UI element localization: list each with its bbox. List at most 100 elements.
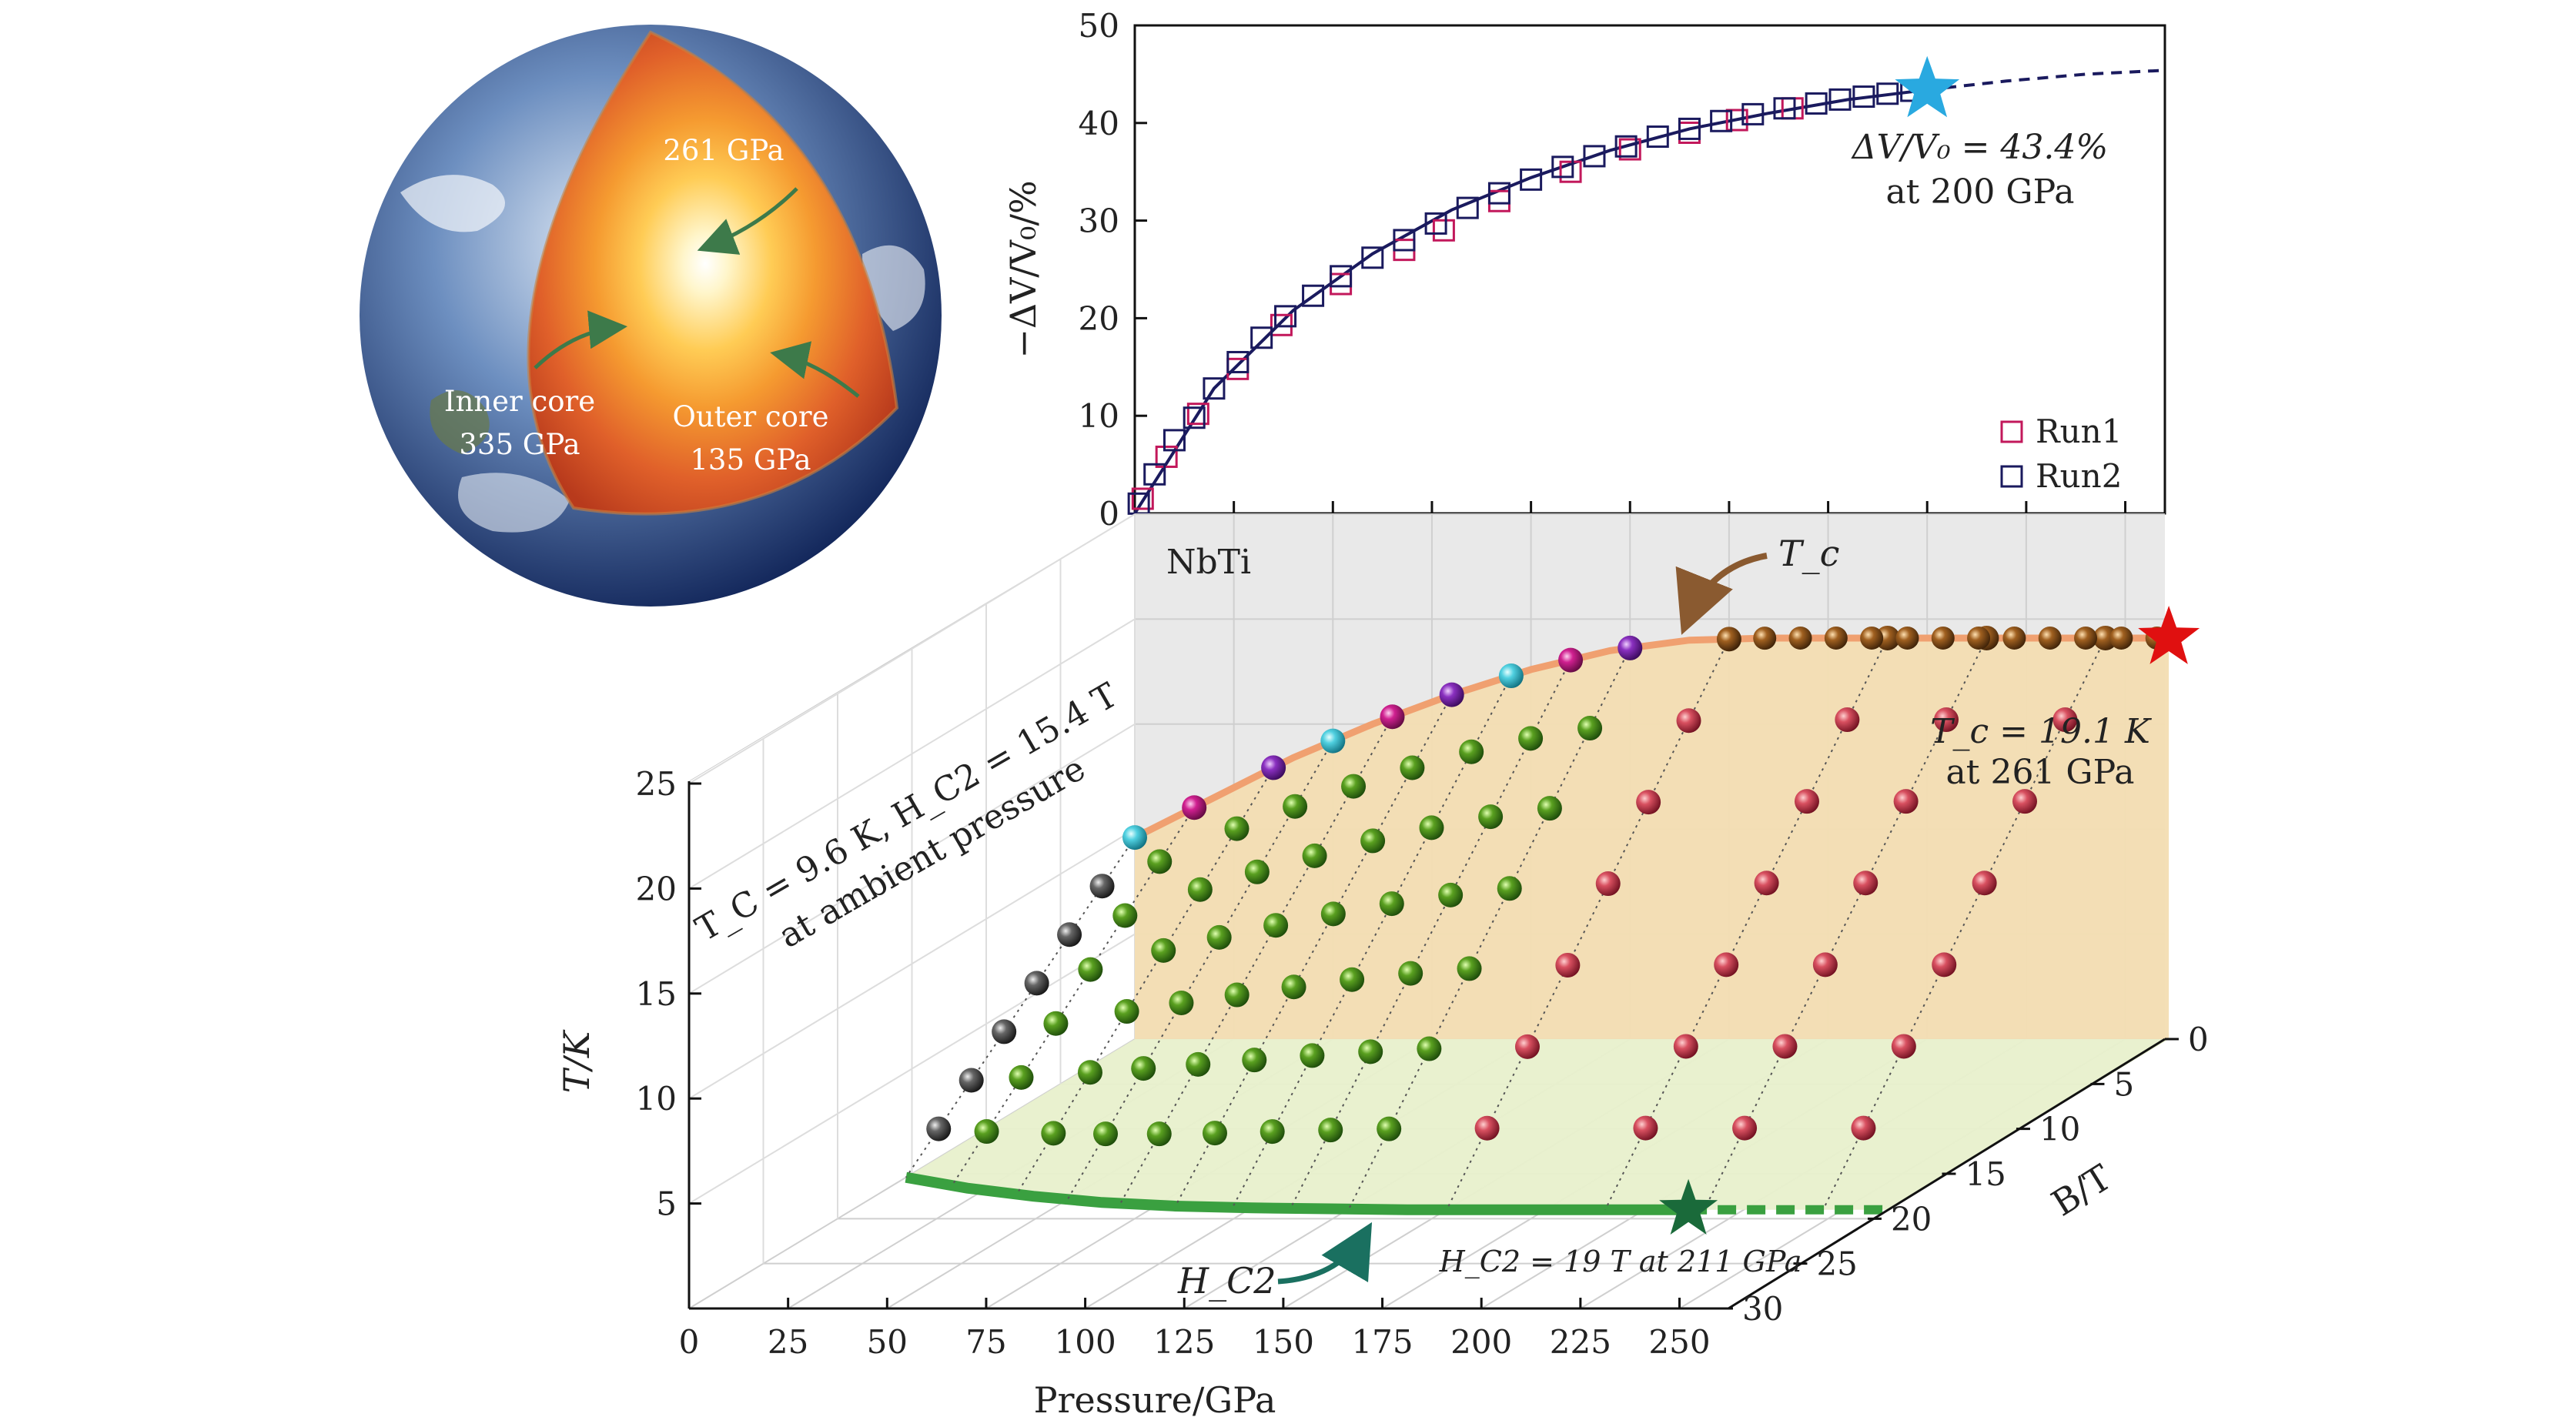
globe-label-outer-pressure: 135 GPa bbox=[690, 443, 811, 476]
hc2-tc-connector bbox=[1066, 740, 1334, 1200]
measurement-sphere bbox=[1340, 967, 1365, 992]
run2-point bbox=[1551, 155, 1574, 179]
phase-3d-chart: 0 25 50 75 100 125 150 175 200 225 250 0 5 10 15 20 25 30… bbox=[556, 513, 2209, 1417]
tc-max-star bbox=[2138, 606, 2200, 664]
measurement-sphere bbox=[1358, 1039, 1383, 1064]
z-axis-tick-label: 25 bbox=[636, 765, 677, 803]
run2-point bbox=[1773, 97, 1796, 120]
run2-point bbox=[1183, 406, 1206, 429]
run2-point bbox=[1583, 145, 1606, 168]
measurement-sphere bbox=[1146, 1121, 1172, 1147]
measurement-sphere bbox=[1555, 952, 1581, 978]
globe-arrow-center bbox=[697, 187, 798, 255]
run1-point bbox=[1725, 109, 1748, 132]
volume-y-tick-label: 40 bbox=[1079, 105, 1119, 142]
volume-annotation-line1: ΔV/V₀ = 43.4% bbox=[1851, 128, 2108, 167]
run2-point bbox=[1646, 125, 1669, 149]
measurement-sphere bbox=[1772, 1034, 1798, 1059]
measurement-sphere bbox=[1283, 794, 1308, 819]
volume-y-tick-label: 50 bbox=[1079, 7, 1119, 45]
tc-wall-fill bbox=[1135, 638, 2170, 1039]
run2-point bbox=[1330, 265, 1353, 288]
side-grid-line bbox=[688, 513, 1136, 784]
legend-run1-marker bbox=[2000, 420, 2023, 443]
measurement-sphere bbox=[1514, 1034, 1540, 1059]
tc-sphere bbox=[1788, 626, 1812, 650]
z-axis-tick-label: 5 bbox=[656, 1185, 677, 1223]
earth-cloud bbox=[400, 175, 505, 232]
run2-point bbox=[1741, 102, 1765, 125]
x-axis-tick-label: 100 bbox=[1055, 1323, 1116, 1361]
y-axis-tick-label: 10 bbox=[2039, 1111, 2080, 1148]
run2-point bbox=[1203, 377, 1226, 400]
measurement-sphere bbox=[1474, 1115, 1500, 1141]
measurement-sphere bbox=[1077, 1060, 1102, 1085]
measurement-sphere bbox=[1676, 708, 1701, 734]
tc-sphere bbox=[1320, 728, 1346, 754]
measurement-sphere bbox=[1377, 1116, 1402, 1141]
measurement-sphere bbox=[1398, 961, 1423, 986]
tc-sphere bbox=[2002, 626, 2026, 650]
measurement-sphere bbox=[1379, 891, 1404, 917]
y-axis-tick-label: 15 bbox=[1965, 1155, 2006, 1193]
run1-point bbox=[1270, 313, 1293, 336]
measurement-sphere bbox=[1057, 922, 1082, 947]
measurement-sphere bbox=[1812, 952, 1838, 978]
measurement-sphere bbox=[1242, 1048, 1267, 1073]
run1-point bbox=[1186, 403, 1209, 426]
measurement-sphere bbox=[1794, 789, 1819, 814]
tc-sphere bbox=[2074, 626, 2098, 650]
run1-point bbox=[1618, 138, 1641, 161]
measurement-sphere bbox=[1851, 1115, 1876, 1141]
y-axis-tick-label: 5 bbox=[2113, 1065, 2134, 1103]
earth-cutaway bbox=[528, 32, 897, 514]
measurement-sphere bbox=[1853, 871, 1878, 896]
measurement-sphere bbox=[1459, 739, 1484, 764]
globe-label-inner: Inner core bbox=[444, 385, 595, 418]
hc2-value-annotation: H_C2 = 19 T at 211 GPa bbox=[1439, 1245, 1802, 1279]
run2-point bbox=[1226, 350, 1250, 373]
chart-title-nbti: NbTi bbox=[1166, 543, 1251, 582]
z-axis-label: T/K bbox=[556, 1029, 597, 1093]
run2-point bbox=[1876, 82, 1899, 105]
measurement-sphere bbox=[1043, 1011, 1069, 1036]
run2-point bbox=[1852, 85, 1875, 109]
x-axis-tick-label: 0 bbox=[679, 1323, 700, 1361]
run1-point bbox=[1559, 160, 1582, 183]
measurement-sphere bbox=[1400, 755, 1425, 780]
run2-point bbox=[1678, 117, 1701, 140]
legend-run2-label: Run2 bbox=[2036, 457, 2122, 495]
measurement-sphere bbox=[1114, 999, 1139, 1024]
tc-sphere bbox=[1931, 626, 1955, 650]
measurement-sphere bbox=[926, 1116, 952, 1141]
measurement-sphere bbox=[1932, 952, 1957, 978]
run2-point bbox=[1456, 196, 1479, 219]
tc-sphere bbox=[1498, 663, 1524, 689]
run2-point bbox=[1250, 326, 1273, 349]
measurement-sphere bbox=[1112, 903, 1138, 928]
hc2-tc-connector bbox=[1290, 660, 1571, 1209]
measurement-sphere bbox=[1302, 843, 1327, 868]
run2-point bbox=[1361, 246, 1384, 269]
z-axis-tick-label: 20 bbox=[636, 870, 677, 907]
globe-label-center: 261 GPa bbox=[663, 134, 784, 167]
hc2-tc-connector bbox=[1232, 675, 1512, 1208]
volume-highlight-star bbox=[1895, 55, 1960, 118]
measurement-sphere bbox=[1093, 1121, 1119, 1147]
measurement-sphere bbox=[1300, 1043, 1325, 1068]
tc-sphere bbox=[1182, 795, 1207, 820]
legend-run1-label: Run1 bbox=[2036, 413, 2122, 450]
run2-point bbox=[1163, 429, 1186, 452]
measurement-sphere bbox=[1202, 1121, 1227, 1146]
measurement-sphere bbox=[1341, 774, 1367, 799]
y-axis-tick-label: 0 bbox=[2188, 1021, 2209, 1058]
run2-point bbox=[1710, 109, 1733, 132]
y-axis-label: B/T bbox=[2044, 1156, 2119, 1224]
measurement-sphere bbox=[992, 1019, 1017, 1044]
x-axis-label: Pressure/GPa bbox=[1034, 1379, 1276, 1417]
measurement-sphere bbox=[1419, 815, 1444, 841]
run1-point bbox=[1432, 219, 1455, 242]
run2-point bbox=[1805, 92, 1828, 115]
measurement-sphere bbox=[958, 1068, 984, 1093]
